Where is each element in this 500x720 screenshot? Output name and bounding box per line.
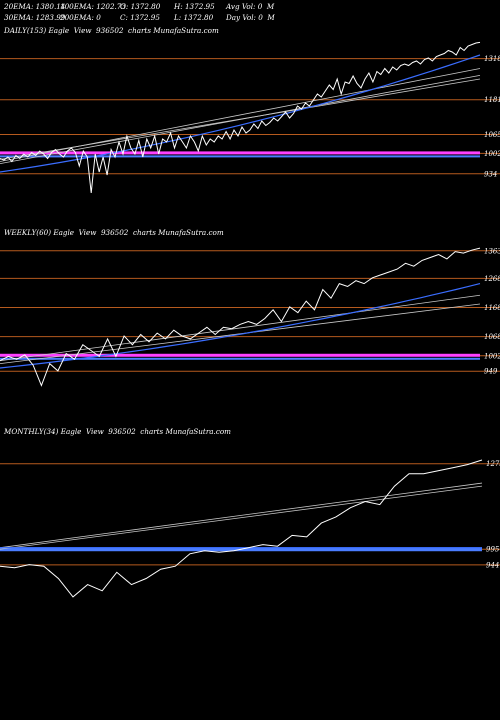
day-vol-value: Day Vol: 0 M: [226, 13, 275, 22]
price-line: [0, 459, 483, 598]
support-band: [0, 353, 480, 357]
support-band: [0, 151, 480, 155]
low-value: L: 1372.80: [174, 13, 214, 22]
ema-slow-line: [0, 78, 481, 160]
ema20-value: 20EMA: 1380.14: [4, 2, 66, 11]
weekly-panel-title: WEEKLY(60) Eagle View 936502 charts Muna…: [4, 228, 224, 237]
ema-fast-line: [0, 283, 481, 369]
level-label: 1273: [486, 460, 500, 468]
level-label: 1065: [484, 131, 500, 139]
support-band: [0, 155, 480, 158]
ema-slow-line: [0, 485, 483, 550]
header-row-1: 20EMA: 1380.14100EMA: 1202.73O: 1372.80 H…: [4, 2, 274, 11]
close-value: C: 1372.95: [120, 13, 160, 22]
header-row-2: 30EMA: 1283.99200EMA: 0 C: 1372.95 L: 1372…: [4, 13, 275, 22]
support-band: [0, 357, 480, 360]
ema-fast-line: [0, 54, 481, 173]
level-label: 934: [484, 170, 497, 178]
high-value: H: 1372.95: [174, 2, 215, 11]
level-label: 1068: [484, 333, 500, 341]
ema200-value: 200EMA: 0: [60, 13, 101, 22]
daily-panel-title: DAILY(153) Eagle View 936502 charts Muna…: [4, 26, 219, 35]
level-label: 1268: [484, 275, 500, 283]
open-value: O: 1372.80: [120, 2, 161, 11]
price-line: [0, 247, 481, 387]
avg-vol-value: Avg Vol: 0 M: [226, 2, 275, 11]
level-label: 1318: [484, 55, 500, 63]
ema100-value: 100EMA: 1202.73: [60, 2, 126, 11]
level-label: 1002: [484, 352, 500, 360]
level-label: 1168: [484, 304, 500, 312]
ema-slow-line: [0, 294, 481, 362]
level-label: 1002: [484, 150, 500, 158]
ema-slow-line: [0, 482, 483, 549]
level-label: 1363: [484, 247, 500, 255]
level-label: 949: [484, 368, 498, 376]
level-label: 995: [486, 546, 500, 554]
level-label: 944: [486, 561, 499, 569]
monthly-panel-title: MONTHLY(34) Eagle View 936502 charts Mun…: [4, 427, 231, 436]
price-line: [0, 41, 481, 194]
ema30-value: 30EMA: 1283.99: [4, 13, 66, 22]
